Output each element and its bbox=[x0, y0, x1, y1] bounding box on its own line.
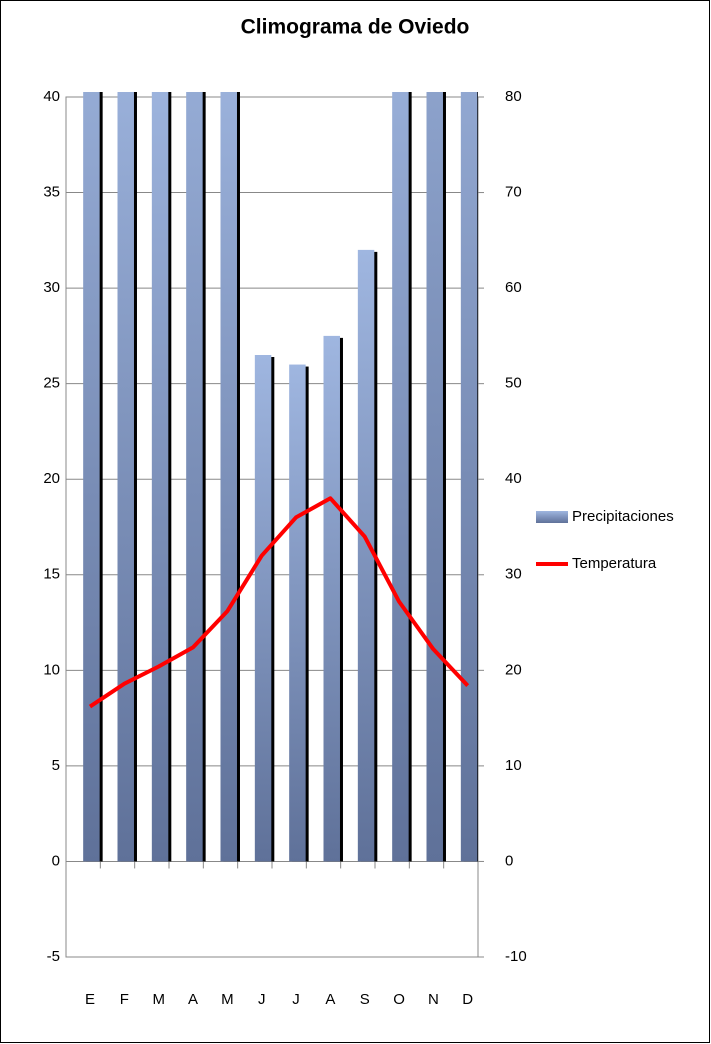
bar bbox=[254, 355, 272, 862]
y-tick-label: 5 bbox=[52, 757, 60, 774]
x-tick-label: M bbox=[152, 991, 165, 1008]
legend-swatch bbox=[536, 511, 568, 523]
legend-label: Precipitaciones bbox=[572, 508, 674, 525]
y2-tick-label: 0 bbox=[505, 852, 513, 869]
bar bbox=[186, 92, 203, 862]
x-tick-label: A bbox=[325, 991, 335, 1008]
line bbox=[88, 496, 470, 709]
bar bbox=[357, 249, 375, 862]
x-tick-label: M bbox=[221, 991, 234, 1008]
y-tick-label: 35 bbox=[43, 184, 60, 201]
chart-title: Climograma de Oviedo bbox=[241, 16, 470, 39]
x-tick-label: A bbox=[188, 991, 198, 1008]
y2-tick-label: 20 bbox=[505, 661, 522, 678]
bar bbox=[151, 92, 169, 862]
y2-tick-label: 50 bbox=[505, 375, 522, 392]
y-tick-label: -5 bbox=[47, 948, 60, 965]
y2-tick-label: 80 bbox=[505, 88, 522, 105]
x-tick-label: E bbox=[85, 991, 95, 1008]
y2-tick-label: 70 bbox=[505, 184, 522, 201]
bar bbox=[426, 92, 443, 862]
x-tick-label: O bbox=[393, 991, 405, 1008]
y-tick-label: 30 bbox=[43, 279, 60, 296]
plot-area bbox=[83, 92, 478, 862]
x-tick-label: N bbox=[428, 991, 439, 1008]
bar bbox=[220, 92, 237, 862]
bar bbox=[289, 364, 306, 862]
y-tick-label: 0 bbox=[52, 852, 60, 869]
x-tick-label: D bbox=[462, 991, 473, 1008]
x-tick-label: F bbox=[120, 991, 129, 1008]
bar bbox=[323, 335, 340, 862]
y2-tick-label: 30 bbox=[505, 566, 522, 583]
bar bbox=[460, 92, 478, 862]
y-tick-label: 20 bbox=[43, 470, 60, 487]
bar bbox=[117, 92, 134, 862]
y-tick-label: 15 bbox=[43, 566, 60, 583]
y2-tick-label: -10 bbox=[505, 948, 527, 965]
x-tick-label: J bbox=[258, 991, 266, 1008]
x-tick-label: J bbox=[292, 991, 300, 1008]
x-tick-label: S bbox=[360, 991, 370, 1008]
bar bbox=[392, 92, 409, 862]
y-tick-label: 25 bbox=[43, 375, 60, 392]
y2-tick-label: 40 bbox=[505, 470, 522, 487]
bar bbox=[83, 92, 100, 862]
y-tick-label: 40 bbox=[43, 88, 60, 105]
y2-tick-label: 10 bbox=[505, 757, 522, 774]
y-tick-label: 10 bbox=[43, 661, 60, 678]
legend-label: Temperatura bbox=[572, 555, 657, 572]
y2-tick-label: 60 bbox=[505, 279, 522, 296]
